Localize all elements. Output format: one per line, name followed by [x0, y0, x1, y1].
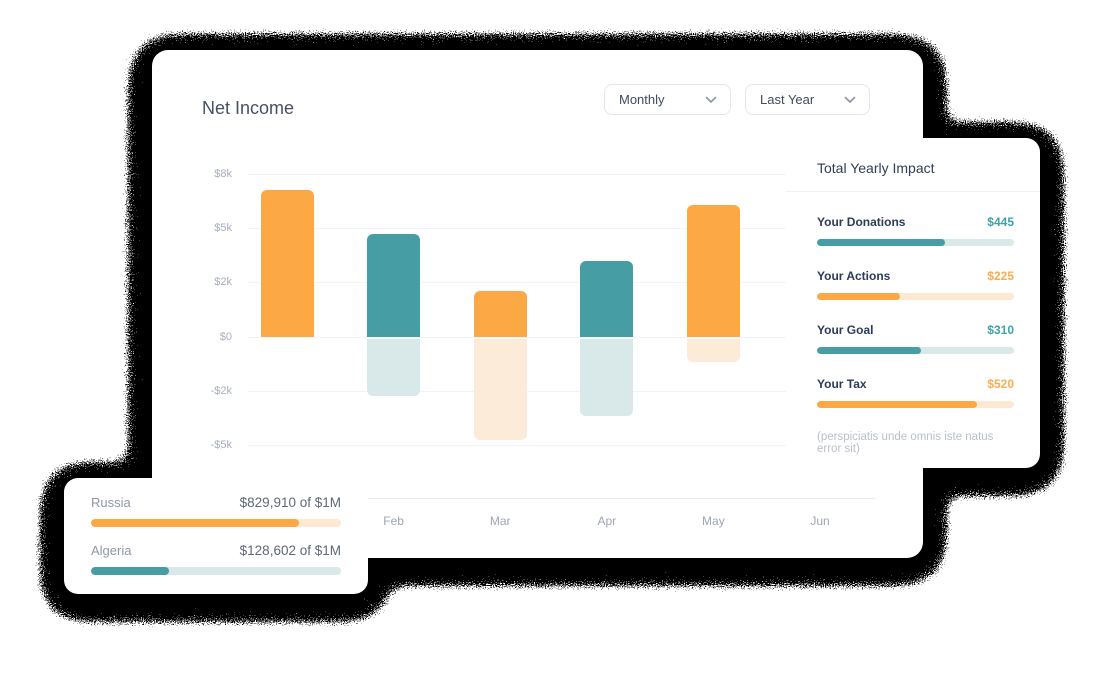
gridline — [248, 445, 875, 446]
chart-bar-positive — [260, 190, 314, 337]
progress-fill — [817, 293, 900, 300]
gridline — [248, 390, 875, 392]
impact-card-title: Total Yearly Impact — [817, 160, 935, 176]
impact-footnote: (perspiciatis unde omnis iste natus erro… — [817, 431, 994, 455]
progress-track — [817, 401, 1014, 408]
progress-track — [91, 519, 341, 527]
period-select[interactable]: Monthly — [604, 84, 731, 115]
impact-row: Your Tax $520 — [817, 377, 1014, 408]
y-tick-label: $2k — [214, 276, 232, 289]
y-tick-label: -$2k — [210, 384, 232, 397]
gridline — [248, 228, 875, 230]
range-select-value: Last Year — [760, 92, 815, 107]
divider — [786, 191, 1040, 192]
x-tick-label: Jun — [810, 514, 830, 528]
impact-rows: Your Donations $445 Your Actions $225 Your G… — [817, 215, 1014, 408]
y-tick-label: $8k — [214, 168, 232, 180]
x-tick-label: Feb — [383, 514, 404, 528]
progress-fill — [91, 519, 299, 527]
goal-row-value: $829,910 of $1M — [239, 495, 341, 510]
y-tick-label: -$5k — [210, 439, 232, 451]
range-select[interactable]: Last Year — [745, 84, 870, 115]
impact-row-value: $520 — [987, 377, 1014, 391]
impact-row-value: $445 — [987, 215, 1014, 229]
chevron-down-icon — [844, 96, 856, 103]
impact-row-line: Your Goal $310 — [817, 323, 1014, 338]
impact-row-label: Your Goal — [817, 323, 874, 337]
impact-row-label: Your Actions — [817, 269, 891, 283]
total-yearly-impact-card: Total Yearly Impact Your Donations $445 Yo… — [786, 138, 1040, 468]
chart-bar-positive — [473, 290, 527, 337]
chart-bar-negative — [580, 338, 634, 417]
impact-row-label: Your Donations — [817, 215, 906, 229]
x-tick-label: May — [702, 514, 725, 528]
gridline — [248, 282, 875, 284]
impact-row: Your Goal $310 — [817, 323, 1014, 354]
impact-row-value: $225 — [987, 269, 1014, 283]
progress-fill — [817, 347, 922, 354]
chart-filters: Monthly Last Year — [604, 84, 870, 115]
progress-fill — [91, 567, 169, 575]
impact-row-line: Your Actions $225 — [817, 269, 1014, 284]
goal-row-label: Algeria — [91, 543, 132, 558]
period-select-value: Monthly — [619, 92, 665, 107]
impact-row-line: Your Tax $520 — [817, 377, 1014, 392]
chevron-down-icon — [705, 96, 717, 103]
chart-bar-positive — [686, 204, 740, 337]
gridline — [248, 336, 875, 338]
x-tick-label: Apr — [597, 514, 617, 528]
progress-fill — [817, 239, 946, 246]
progress-track — [817, 347, 1014, 354]
impact-row-line: Your Donations $445 — [817, 215, 1014, 230]
x-tick-label: Mar — [489, 514, 511, 528]
progress-fill — [817, 401, 977, 408]
goal-rows: Russia $829,910 of $1M Algeria $128,602 of … — [91, 495, 341, 575]
chart-bar-positive — [580, 260, 634, 337]
impact-row-value: $310 — [987, 323, 1014, 337]
progress-track — [817, 239, 1014, 246]
gridline — [248, 174, 875, 175]
impact-row: Your Donations $445 — [817, 215, 1014, 246]
impact-row-label: Your Tax — [817, 377, 867, 391]
x-axis-line — [248, 498, 875, 499]
page-title: Net Income — [202, 98, 295, 119]
progress-track — [91, 567, 341, 575]
chart-bar-negative — [473, 338, 527, 440]
chart-bar-negative — [367, 338, 421, 397]
goal-row-line: Russia $829,910 of $1M — [91, 495, 341, 511]
y-tick-label: $0 — [219, 330, 232, 343]
goal-row: Algeria $128,602 of $1M — [91, 543, 341, 575]
chart-bar-negative — [686, 338, 740, 363]
goal-row-label: Russia — [91, 495, 131, 510]
goal-row-line: Algeria $128,602 of $1M — [91, 543, 341, 559]
net-income-chart: $8k$5k$2k$0-$2k-$5kJanFebMarAprMayJun — [152, 50, 923, 558]
impact-row: Your Actions $225 — [817, 269, 1014, 300]
y-tick-label: $5k — [214, 222, 232, 235]
goal-row-value: $128,602 of $1M — [239, 543, 341, 558]
goal-row: Russia $829,910 of $1M — [91, 495, 341, 527]
chart-bar-positive — [367, 233, 421, 337]
progress-track — [817, 293, 1014, 300]
country-goals-card: Russia $829,910 of $1M Algeria $128,602 of … — [64, 478, 368, 594]
